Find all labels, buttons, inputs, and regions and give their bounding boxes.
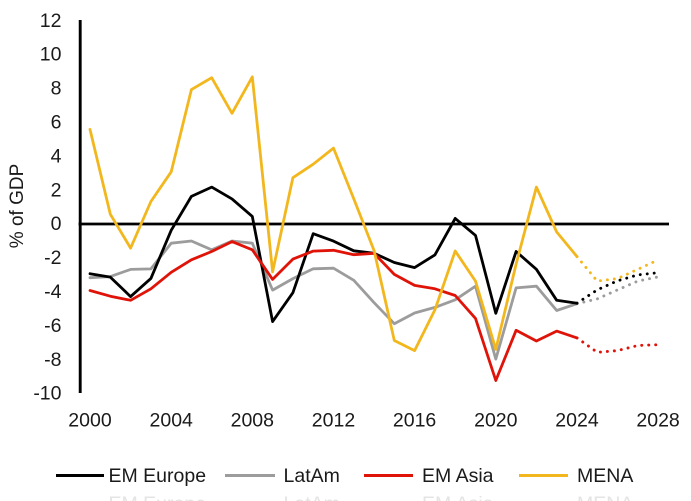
svg-text:LatAm: LatAm — [284, 465, 340, 487]
svg-text:6: 6 — [51, 112, 62, 134]
svg-text:10: 10 — [40, 44, 62, 66]
svg-text:2008: 2008 — [231, 410, 274, 432]
svg-text:-2: -2 — [44, 247, 61, 269]
svg-text:LatAm: LatAm — [284, 493, 340, 501]
svg-text:2024: 2024 — [555, 410, 599, 432]
svg-text:2012: 2012 — [312, 410, 355, 432]
svg-text:MENA: MENA — [577, 465, 633, 487]
svg-text:EM Europe: EM Europe — [109, 493, 207, 501]
svg-text:-4: -4 — [44, 281, 61, 303]
svg-text:-6: -6 — [44, 315, 61, 337]
svg-text:2000: 2000 — [68, 410, 112, 432]
svg-text:EM Asia: EM Asia — [422, 493, 494, 501]
svg-text:2: 2 — [51, 179, 62, 201]
svg-text:8: 8 — [51, 78, 62, 100]
svg-text:0: 0 — [51, 213, 62, 235]
svg-text:-10: -10 — [33, 383, 61, 405]
svg-text:-8: -8 — [44, 349, 61, 371]
svg-text:MENA: MENA — [577, 493, 633, 501]
svg-text:EM Europe: EM Europe — [109, 465, 207, 487]
svg-text:2004: 2004 — [150, 410, 194, 432]
svg-text:2020: 2020 — [474, 410, 518, 432]
svg-text:2016: 2016 — [393, 410, 436, 432]
svg-text:% of GDP: % of GDP — [7, 164, 28, 248]
svg-text:12: 12 — [40, 10, 62, 32]
svg-text:2028: 2028 — [636, 410, 679, 432]
svg-text:EM Asia: EM Asia — [422, 465, 494, 487]
svg-text:4: 4 — [51, 145, 62, 167]
